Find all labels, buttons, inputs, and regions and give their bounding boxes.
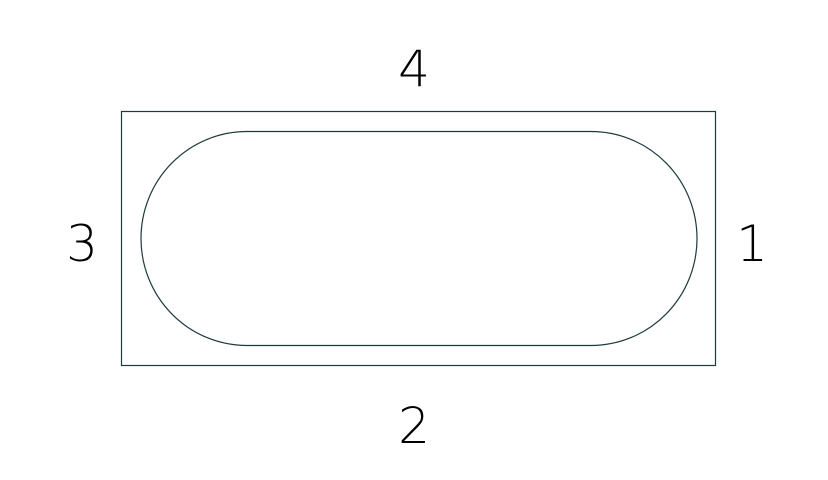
label-left: 3 <box>66 215 98 273</box>
label-right: 1 <box>736 215 768 273</box>
outer-rectangle <box>120 110 717 367</box>
inner-stadium <box>140 130 698 347</box>
label-bottom: 2 <box>398 397 430 455</box>
label-top: 4 <box>398 40 430 98</box>
